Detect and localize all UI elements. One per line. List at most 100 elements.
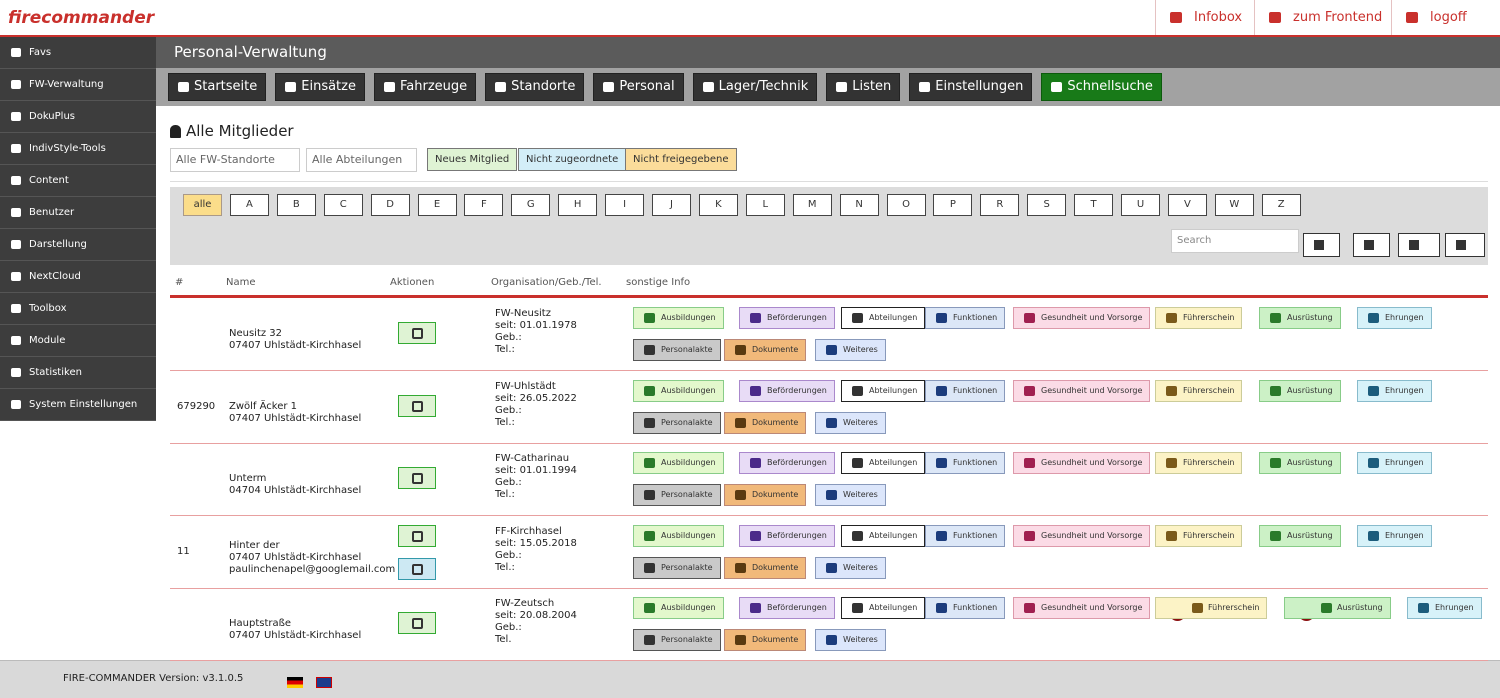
file-button[interactable]: Weiteres <box>815 339 886 361</box>
info-button[interactable]: Funktionen <box>925 307 1006 329</box>
info-button[interactable]: Ausbildungen <box>633 379 724 402</box>
file-button[interactable]: Weiteres <box>815 484 886 507</box>
info-button[interactable]: Ehrungen <box>1407 597 1482 620</box>
file-button[interactable]: Personalakte <box>633 629 721 652</box>
header-link[interactable]: zum Frontend <box>1254 0 1396 35</box>
info-button[interactable]: Beförderungen <box>739 452 835 475</box>
sidebar-item[interactable]: NextCloud <box>0 261 156 293</box>
file-button[interactable]: Personalakte <box>633 339 721 361</box>
letter-filter[interactable]: I <box>605 194 645 216</box>
sidebar-item[interactable]: FW-Verwaltung <box>0 69 156 101</box>
unassigned-button[interactable]: Nicht zugeordnete <box>518 148 627 171</box>
info-button[interactable]: Ausbildungen <box>633 524 724 547</box>
letter-filter[interactable]: alle <box>183 194 222 216</box>
sidebar-item[interactable]: Darstellung <box>0 229 156 261</box>
info-button[interactable]: Abteilungen <box>841 524 926 547</box>
sidebar-item[interactable]: DokuPlus <box>0 101 156 133</box>
letter-filter[interactable]: M <box>792 194 832 216</box>
info-button[interactable]: Gesundheit und Vorsorge <box>1013 524 1151 547</box>
letter-filter[interactable]: F <box>464 194 504 216</box>
sidebar-item[interactable]: Statistiken <box>0 357 156 389</box>
sidebar-item[interactable]: IndivStyle-Tools <box>0 133 156 165</box>
info-button[interactable]: Ehrungen <box>1357 307 1432 329</box>
nav-button[interactable]: Startseite <box>168 73 267 101</box>
letter-filter[interactable]: N <box>839 194 879 216</box>
info-button[interactable]: Führerschein <box>1155 307 1243 329</box>
unreleased-button[interactable]: Nicht freigegebene <box>625 148 737 171</box>
info-button[interactable]: Führerschein <box>1155 379 1243 402</box>
nav-button[interactable]: Listen <box>826 73 901 101</box>
letter-filter[interactable]: P <box>933 194 973 216</box>
info-button[interactable]: Ehrungen <box>1357 524 1432 547</box>
info-button[interactable]: Ausbildungen <box>633 452 724 475</box>
sidebar-item[interactable]: Benutzer <box>0 197 156 229</box>
file-button[interactable]: Dokumente <box>724 339 807 361</box>
info-button[interactable]: Ausrüstung <box>1259 452 1341 475</box>
column-header[interactable]: sonstige Info <box>626 277 691 288</box>
email-button[interactable] <box>398 557 436 580</box>
nav-button[interactable]: Einstellungen <box>909 73 1033 101</box>
letter-filter[interactable]: O <box>886 194 926 216</box>
letter-filter[interactable]: T <box>1074 194 1114 216</box>
letter-filter[interactable]: J <box>652 194 691 216</box>
delete-tool[interactable] <box>1303 233 1340 257</box>
flag-de[interactable] <box>287 677 303 688</box>
file-button[interactable]: Dokumente <box>724 411 807 434</box>
file-button[interactable]: Personalakte <box>633 556 721 579</box>
new-member-button[interactable]: Neues Mitglied <box>427 148 518 171</box>
column-header[interactable]: Aktionen <box>390 277 435 288</box>
search-input[interactable]: Search <box>1171 229 1299 253</box>
flag-en[interactable] <box>316 677 332 688</box>
file-button[interactable]: Weiteres <box>815 556 886 579</box>
info-button[interactable]: Funktionen <box>925 597 1006 620</box>
sidebar-item[interactable]: Toolbox <box>0 293 156 325</box>
letter-filter[interactable]: U <box>1121 194 1160 216</box>
letter-filter[interactable]: Z <box>1261 194 1301 216</box>
table-tool[interactable] <box>1353 233 1390 257</box>
edit-button[interactable] <box>398 322 436 344</box>
info-button[interactable]: Ehrungen <box>1357 452 1432 475</box>
sidebar-item[interactable]: Content <box>0 165 156 197</box>
nav-button[interactable]: Schnellsuche <box>1041 73 1162 101</box>
info-button[interactable]: Abteilungen <box>841 379 926 402</box>
letter-filter[interactable]: G <box>511 194 551 216</box>
info-button[interactable]: Beförderungen <box>739 597 835 620</box>
location-select[interactable]: Alle FW-Standorte <box>170 148 300 172</box>
info-button[interactable]: Führerschein <box>1155 452 1243 475</box>
info-button[interactable]: Gesundheit und Vorsorge <box>1013 379 1151 402</box>
info-button[interactable]: Ausrüstung <box>1259 524 1341 547</box>
header-link[interactable]: Infobox <box>1155 0 1256 35</box>
info-button[interactable]: Ausbildungen <box>633 307 724 329</box>
nav-button[interactable]: Standorte <box>485 73 585 101</box>
info-button[interactable]: Ausrüstung <box>1259 379 1341 402</box>
nav-button[interactable]: Einsätze <box>275 73 365 101</box>
letter-filter[interactable]: L <box>745 194 785 216</box>
letter-filter[interactable]: D <box>370 194 410 216</box>
letter-filter[interactable]: A <box>229 194 269 216</box>
info-button[interactable]: Ausbildungen <box>633 597 724 620</box>
letter-filter[interactable]: E <box>417 194 457 216</box>
columns-tool[interactable] <box>1398 233 1440 257</box>
sidebar-item[interactable]: Favs <box>0 37 156 69</box>
letter-filter[interactable]: C <box>323 194 363 216</box>
info-button[interactable]: Beförderungen <box>739 307 835 329</box>
edit-button[interactable] <box>398 394 436 417</box>
file-button[interactable]: Personalakte <box>633 484 721 507</box>
letter-filter[interactable]: W <box>1214 194 1254 216</box>
nav-button[interactable]: Fahrzeuge <box>373 73 477 101</box>
file-button[interactable]: Dokumente <box>724 629 807 652</box>
file-button[interactable]: Dokumente <box>724 484 807 507</box>
info-button[interactable]: Beförderungen <box>739 524 835 547</box>
sidebar-item[interactable]: System Einstellungen <box>0 389 156 421</box>
info-button[interactable]: Führerschein <box>1155 597 1268 620</box>
info-button[interactable]: Funktionen <box>925 379 1006 402</box>
file-button[interactable]: Dokumente <box>724 556 807 579</box>
letter-filter[interactable]: B <box>276 194 316 216</box>
logo[interactable]: firecommander <box>8 8 155 28</box>
header-link[interactable]: logoff <box>1391 0 1481 35</box>
info-button[interactable]: Abteilungen <box>841 597 926 620</box>
edit-button[interactable] <box>398 467 436 490</box>
letter-filter[interactable]: R <box>980 194 1020 216</box>
sidebar-item[interactable]: Module <box>0 325 156 357</box>
info-button[interactable]: Abteilungen <box>841 307 926 329</box>
